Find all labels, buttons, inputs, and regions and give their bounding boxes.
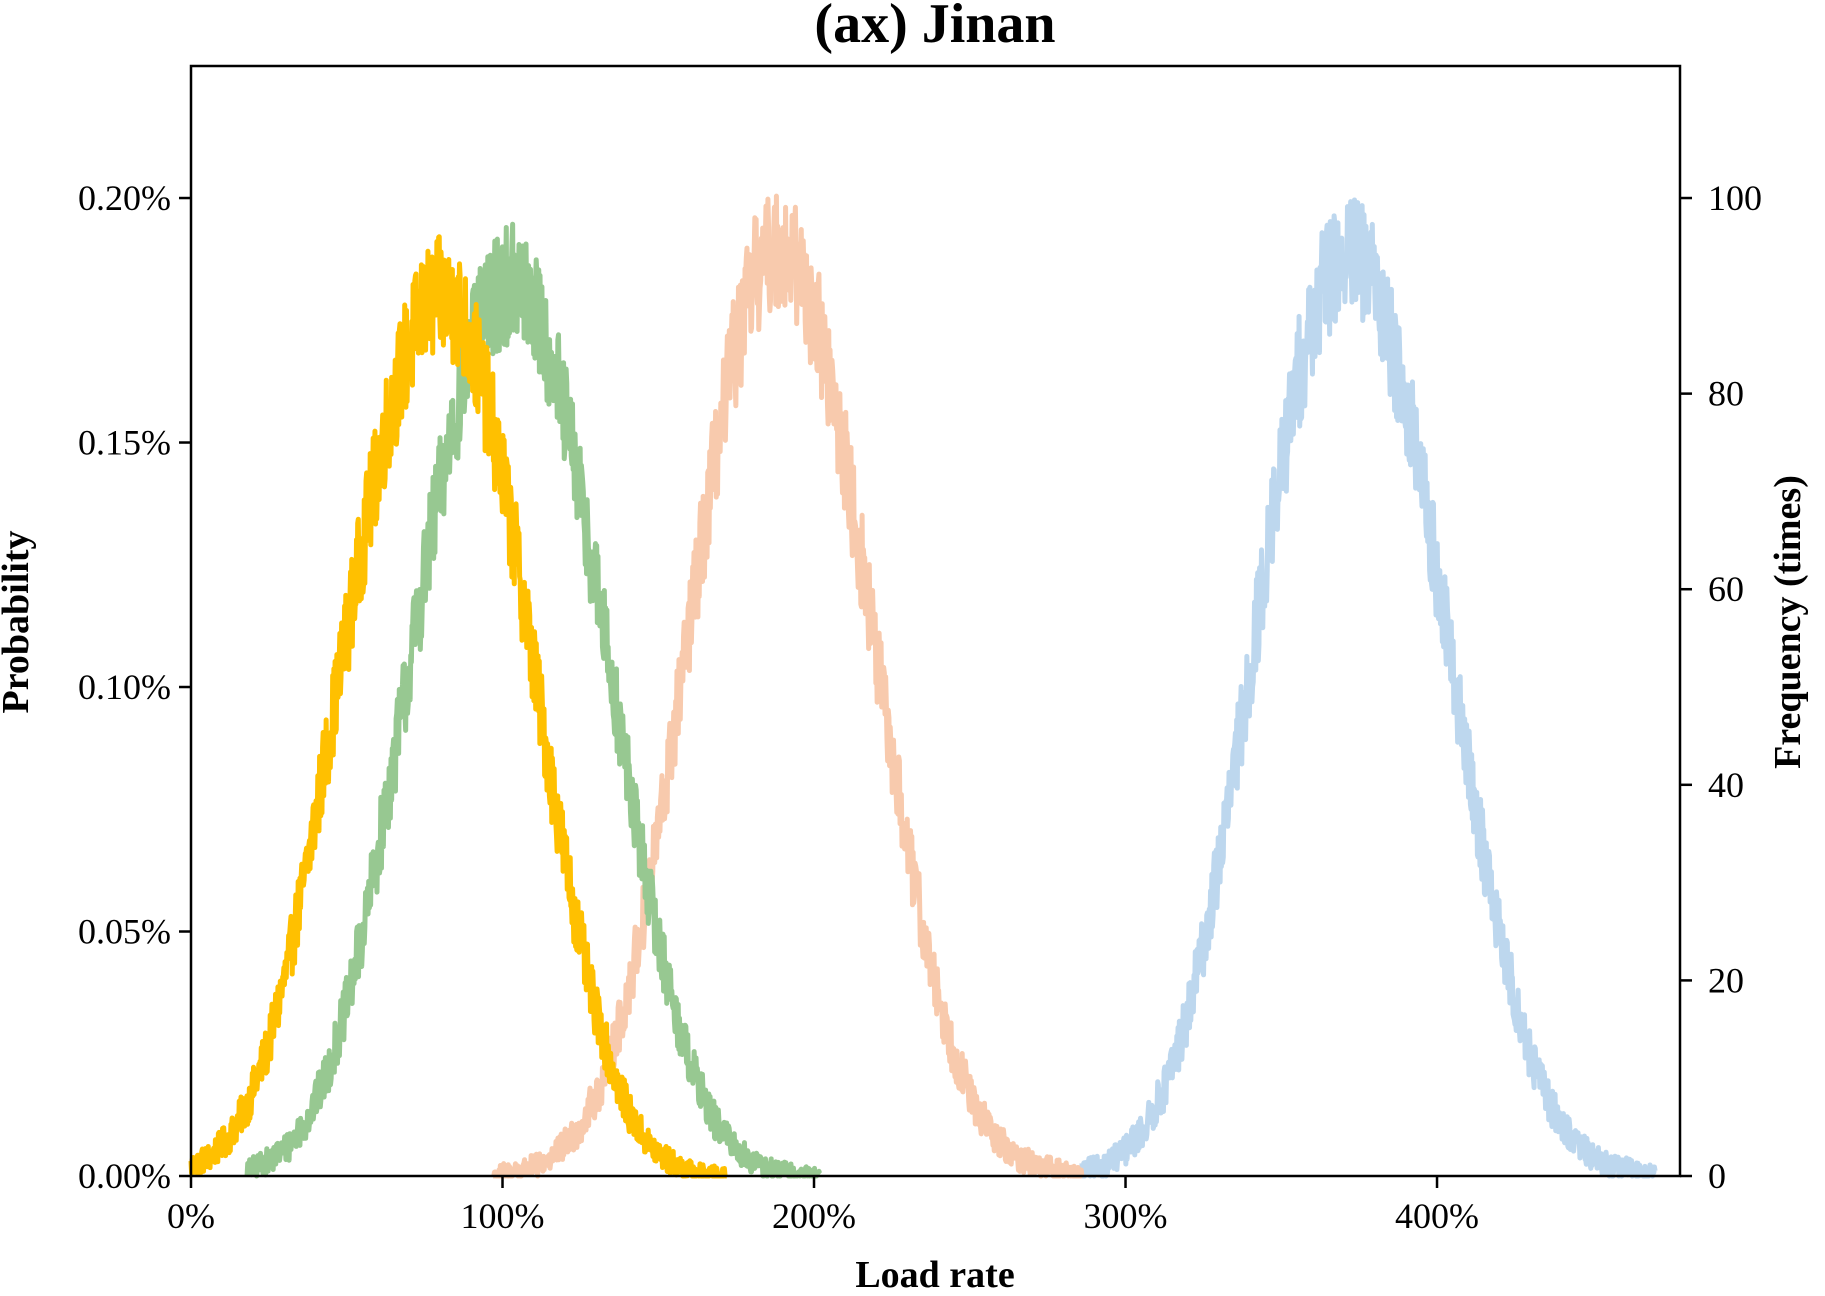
series-line	[244, 221, 823, 1179]
chart-title: (ax) Jinan	[814, 0, 1055, 55]
x-tick-label: 100%	[461, 1196, 545, 1236]
x-tick-label: 200%	[772, 1196, 856, 1236]
y-right-tick-label: 0	[1708, 1156, 1726, 1196]
y-axis-left: 0.00% 0.05% 0.10% 0.15% 0.20%	[78, 178, 191, 1196]
y-right-tick-label: 80	[1708, 374, 1744, 414]
plot-frame	[189, 64, 1682, 1178]
y-right-tick-label: 100	[1708, 178, 1762, 218]
y-left-tick-label: 0.15%	[78, 423, 171, 463]
series-layer	[188, 193, 1658, 1179]
x-axis: 0% 100% 200% 300% 400%	[167, 1176, 1479, 1236]
y-right-tick-label: 60	[1708, 569, 1744, 609]
y-right-tick-label: 20	[1708, 960, 1744, 1000]
y-axis-right: 0 20 40 60 80 100	[1680, 178, 1762, 1196]
y-left-tick-label: 0.00%	[78, 1156, 171, 1196]
y-axis-left-title: Probability	[0, 531, 37, 714]
y-left-tick-label: 0.05%	[78, 912, 171, 952]
y-axis-right-title: Frequency (times)	[1767, 475, 1809, 769]
y-left-tick-label: 0.10%	[78, 667, 171, 707]
series-line	[1079, 197, 1658, 1179]
y-right-tick-label: 40	[1708, 765, 1744, 805]
x-tick-label: 0%	[167, 1196, 215, 1236]
y-left-tick-label: 0.20%	[78, 178, 171, 218]
x-tick-label: 300%	[1084, 1196, 1168, 1236]
series-line	[188, 234, 729, 1179]
x-tick-label: 400%	[1395, 1196, 1479, 1236]
series-line	[491, 193, 1085, 1179]
x-axis-title: Load rate	[855, 1254, 1014, 1296]
